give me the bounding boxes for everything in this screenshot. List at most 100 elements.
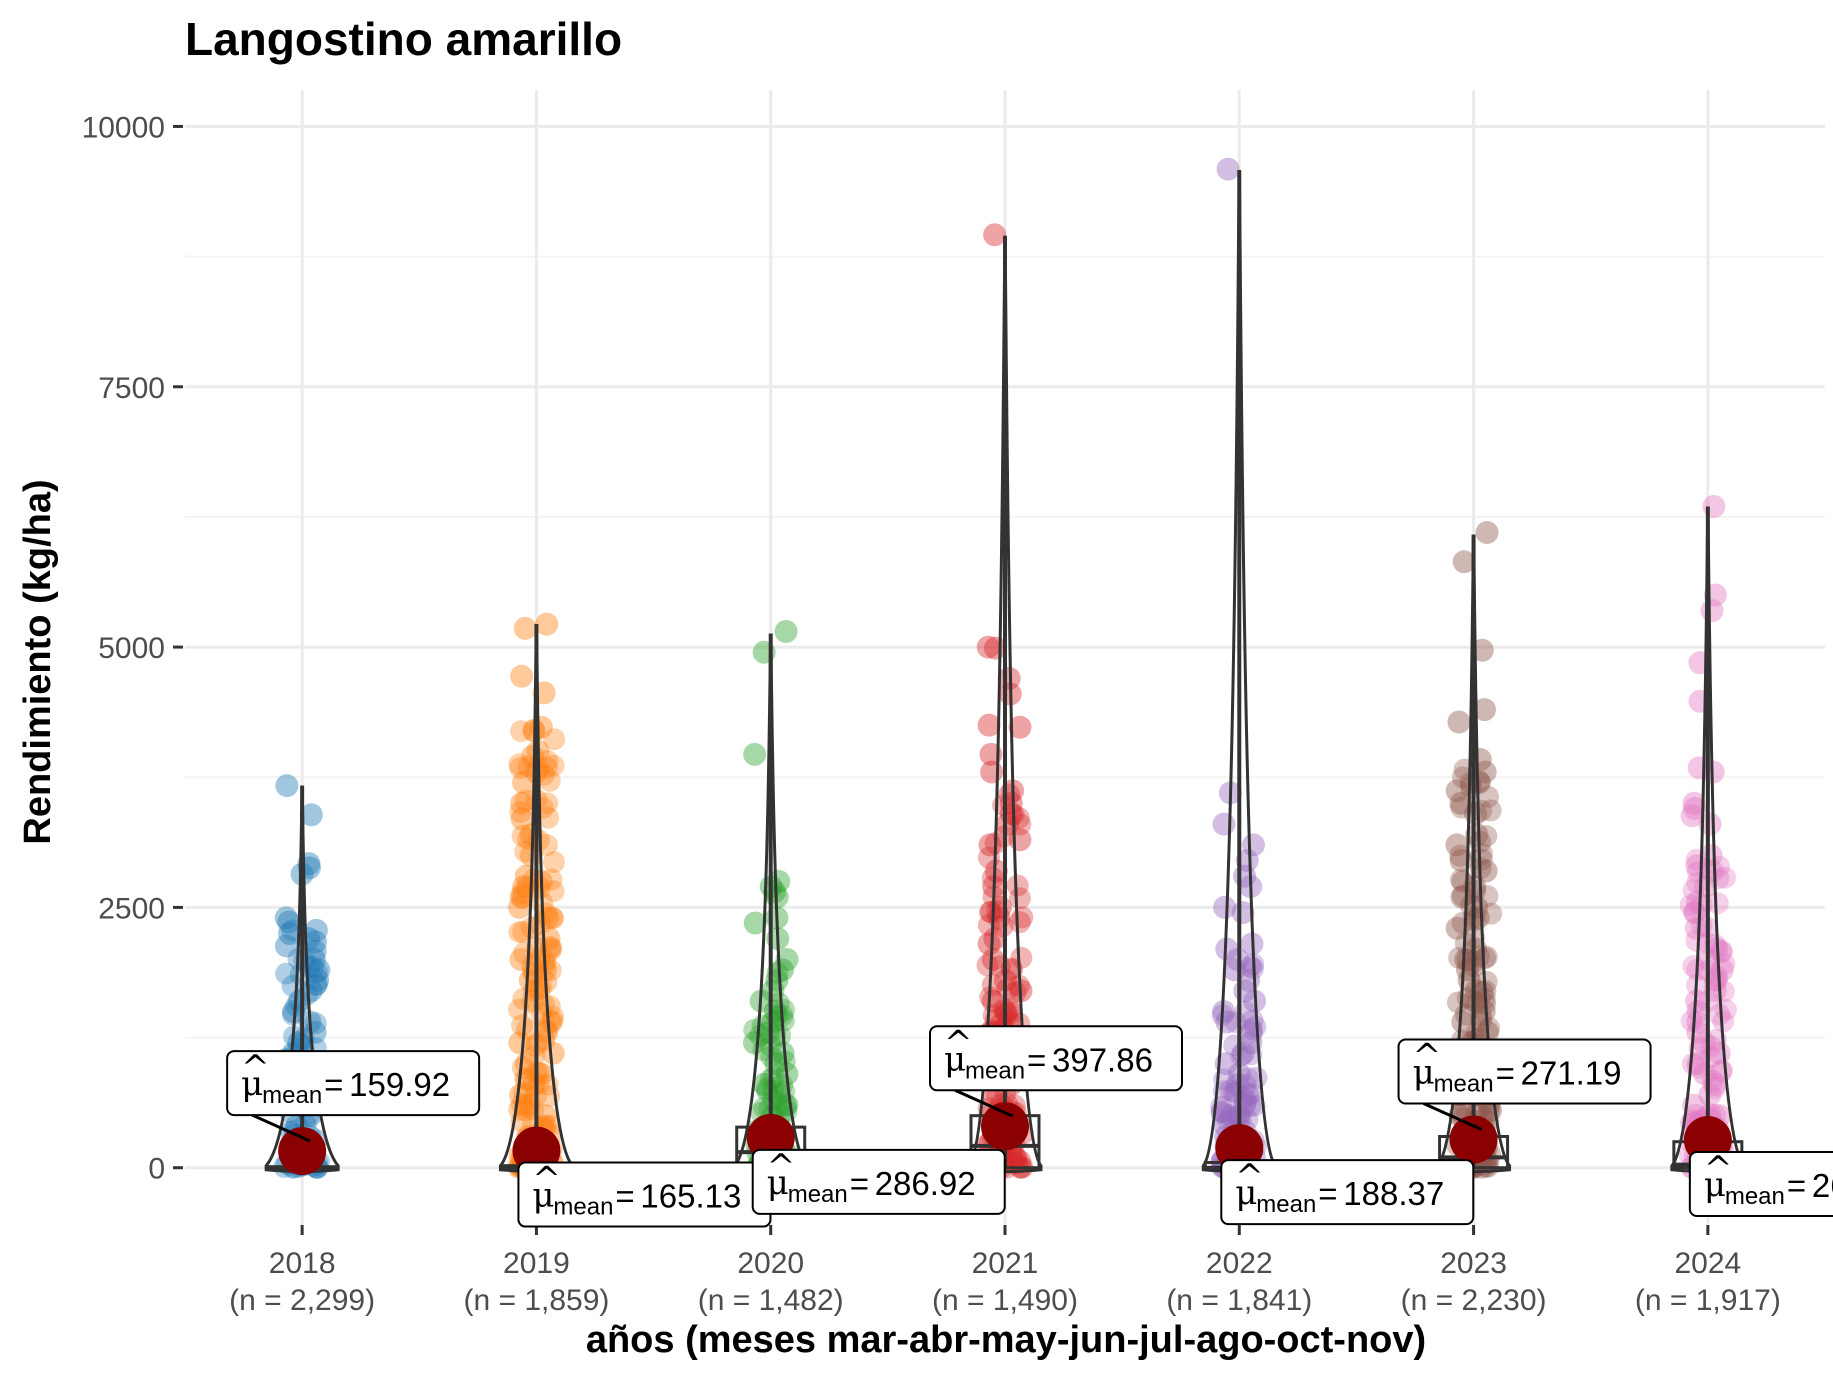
scatter-point bbox=[536, 749, 559, 772]
series-2019 bbox=[498, 612, 574, 1179]
x-tick-label: 2020 bbox=[737, 1247, 804, 1280]
scatter-point bbox=[510, 791, 534, 815]
scatter-point bbox=[511, 882, 534, 905]
scatter-point bbox=[772, 1009, 795, 1032]
scatter-point bbox=[1236, 1083, 1260, 1107]
scatter-point bbox=[1707, 867, 1730, 890]
scatter-point bbox=[1451, 1010, 1475, 1034]
scatter-point bbox=[509, 800, 532, 823]
scatter-point bbox=[1685, 929, 1708, 952]
scatter-point bbox=[1008, 887, 1031, 910]
scatter-point bbox=[1452, 550, 1476, 574]
scatter-point bbox=[987, 906, 1011, 930]
mean-label-box bbox=[226, 1050, 481, 1117]
scatter-point bbox=[762, 1079, 785, 1102]
mean-label-box bbox=[1397, 1038, 1652, 1105]
scatter-point bbox=[1681, 1052, 1704, 1075]
mean-subscript: mean bbox=[553, 1194, 613, 1221]
mean-equals: = bbox=[1318, 1175, 1337, 1212]
mean-label-box bbox=[751, 1148, 1006, 1215]
scatter-point bbox=[981, 973, 1004, 996]
scatter-point bbox=[1474, 947, 1497, 970]
scatter-point bbox=[983, 927, 1007, 951]
scatter-point bbox=[1449, 791, 1473, 815]
scatter-point bbox=[511, 1014, 534, 1037]
x-tick-label: 2018 bbox=[269, 1247, 336, 1280]
scatter-point bbox=[542, 907, 565, 930]
mean-value: 397.86 bbox=[1052, 1041, 1153, 1078]
scatter-point bbox=[305, 973, 328, 996]
scatter-point bbox=[978, 833, 1002, 857]
scatter-point bbox=[1478, 1017, 1501, 1040]
scatter-point bbox=[977, 932, 1001, 956]
scatter-point bbox=[767, 869, 791, 893]
scatter-point bbox=[1693, 1062, 1717, 1086]
scatter-point bbox=[769, 1024, 792, 1047]
scatter-point bbox=[1710, 958, 1734, 982]
scatter-point bbox=[1692, 1031, 1716, 1055]
scatter-point bbox=[767, 992, 790, 1015]
mean-value: 271.19 bbox=[1521, 1054, 1622, 1091]
scatter-point bbox=[761, 1010, 785, 1034]
scatter-point bbox=[522, 868, 545, 891]
mean-label-2023: μ^mean = 271.19 bbox=[1397, 1036, 1652, 1105]
scatter-point bbox=[307, 958, 331, 982]
scatter-point bbox=[508, 753, 531, 776]
scatter-point bbox=[1003, 1145, 1027, 1169]
scatter-point bbox=[1236, 1067, 1259, 1090]
scatter-point bbox=[996, 978, 1019, 1001]
scatter-point bbox=[508, 1031, 532, 1055]
scatter-point bbox=[538, 1010, 562, 1034]
scatter-point bbox=[541, 1041, 565, 1065]
scatter-point bbox=[983, 223, 1007, 247]
scatter-point bbox=[767, 1083, 791, 1107]
scatter-point bbox=[979, 901, 1002, 924]
scatter-point bbox=[1445, 833, 1469, 857]
mean-symbol: μ bbox=[1413, 1052, 1435, 1092]
scatter-point bbox=[543, 851, 566, 874]
mean-equals: = bbox=[324, 1066, 343, 1103]
scatter-point bbox=[1239, 955, 1262, 978]
scatter-point bbox=[1008, 911, 1031, 934]
scatter-point bbox=[536, 906, 560, 930]
series-2022 bbox=[1201, 157, 1277, 1179]
scatter-point bbox=[1684, 916, 1708, 940]
scatter-point bbox=[303, 939, 327, 963]
x-tick-sample-size: (n = 1,482) bbox=[698, 1284, 844, 1317]
mean-value: 266.23 bbox=[1812, 1167, 1833, 1204]
mean-value: 159.92 bbox=[349, 1066, 450, 1103]
x-tick-sample-size: (n = 1,859) bbox=[463, 1284, 609, 1317]
scatter-point bbox=[1216, 157, 1240, 181]
mean-hat-icon: ^ bbox=[241, 1048, 270, 1088]
scatter-point bbox=[774, 619, 798, 643]
scatter-point bbox=[980, 900, 1003, 923]
scatter-point bbox=[1445, 916, 1469, 940]
scatter-point bbox=[1708, 1003, 1731, 1026]
scatter-point bbox=[1243, 1094, 1266, 1117]
scatter-point bbox=[535, 1020, 559, 1044]
scatter-point bbox=[527, 1072, 550, 1095]
scatter-point bbox=[522, 1098, 545, 1121]
scatter-point bbox=[541, 906, 564, 929]
scatter-point bbox=[1451, 884, 1474, 907]
scatter-point bbox=[981, 867, 1004, 890]
scatter-point bbox=[1008, 715, 1032, 739]
mean-symbol: μ bbox=[767, 1163, 789, 1203]
mean-label-2019: μ^mean = 165.13 bbox=[517, 1160, 772, 1228]
scatter-point bbox=[1683, 796, 1707, 820]
scatter-point bbox=[1219, 1104, 1243, 1128]
scatter-point bbox=[511, 824, 534, 847]
scatter-point bbox=[1212, 812, 1236, 836]
scatter-point bbox=[304, 918, 328, 942]
scatter-point bbox=[305, 973, 328, 996]
scatter-point bbox=[275, 774, 299, 798]
y-tick-label: 2500 bbox=[98, 892, 165, 925]
scatter-point bbox=[533, 993, 556, 1016]
scatter-point bbox=[522, 1072, 546, 1096]
scatter-point bbox=[1685, 890, 1709, 914]
scatter-point bbox=[1464, 979, 1488, 1003]
y-axis-title: Rendimiento (kg/ha) bbox=[17, 479, 59, 844]
scatter-point bbox=[991, 915, 1014, 938]
scatter-point bbox=[535, 612, 559, 636]
scatter-point bbox=[1470, 848, 1493, 871]
